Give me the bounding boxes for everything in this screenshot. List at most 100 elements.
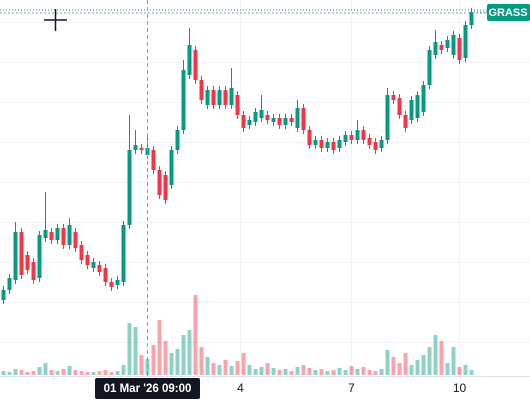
volume-bar: [19, 370, 24, 375]
candle-body: [145, 148, 150, 155]
candle-body: [337, 140, 342, 148]
candle-body: [37, 235, 42, 278]
plot: [1, 8, 487, 377]
volume-bar: [307, 368, 312, 375]
candle-body: [223, 90, 228, 105]
volume-bar: [397, 363, 402, 375]
candle-body: [67, 225, 72, 245]
candle-body: [1, 290, 6, 300]
volume-bar: [79, 371, 84, 375]
candle-body: [367, 138, 372, 145]
candle-body: [349, 135, 354, 140]
volume-bar: [115, 371, 120, 375]
candle-body: [301, 108, 306, 130]
candle-body: [289, 118, 294, 122]
volume-bar: [301, 365, 306, 375]
volume-bar: [391, 357, 396, 375]
candle-body: [121, 225, 126, 282]
candle-body: [199, 80, 204, 100]
volume-bar: [109, 372, 114, 375]
volume-bar: [439, 341, 444, 375]
candle-body: [127, 150, 132, 225]
volume-bar: [157, 320, 162, 375]
candle-body: [19, 232, 24, 275]
candle-body: [151, 150, 156, 170]
candle-body: [43, 230, 48, 238]
volume-bar: [469, 370, 474, 375]
cursor: [44, 9, 67, 31]
volume-bar: [127, 323, 132, 375]
candle-body: [241, 115, 246, 128]
volume-bar: [283, 369, 288, 375]
candle-body: [343, 135, 348, 142]
volume-bar: [427, 347, 432, 375]
volume-bar: [349, 366, 354, 375]
candle-body: [247, 120, 252, 125]
crosshair-time-label: 01 Mar '26 09:00: [104, 383, 192, 395]
volume-bar: [361, 367, 366, 375]
volume-bar: [205, 357, 210, 375]
volume-bar: [289, 371, 294, 375]
candle-body: [169, 150, 174, 185]
candle-body: [79, 245, 84, 260]
x-tick-label: 10: [453, 381, 467, 395]
candle-body: [163, 175, 168, 200]
volume-bar: [1, 371, 6, 375]
candle-body: [49, 232, 54, 240]
candle-body: [31, 262, 36, 280]
candle-body: [157, 170, 162, 195]
volume-bar: [85, 372, 90, 375]
volume-bar: [49, 370, 54, 375]
candle-body: [133, 145, 138, 150]
candle-body: [205, 90, 210, 105]
volume-bar: [403, 353, 408, 375]
volume-bar: [91, 372, 96, 375]
candle-body: [331, 142, 336, 150]
volume-bar: [199, 347, 204, 375]
candle-body: [55, 228, 60, 240]
volume-bar: [7, 372, 12, 375]
volume-bar: [253, 369, 258, 375]
volume-bar: [409, 365, 414, 375]
x-tick-label: 7: [348, 381, 355, 395]
volume-bar: [187, 330, 192, 375]
symbol-price-box: [487, 4, 530, 21]
volume-bar: [247, 365, 252, 375]
candle-body: [265, 115, 270, 120]
volume-bar: [373, 371, 378, 375]
volume-bar: [169, 353, 174, 375]
candle-body: [139, 148, 144, 150]
volume-bar: [241, 353, 246, 375]
volume-bar: [319, 369, 324, 375]
volume-bar: [421, 355, 426, 375]
candle-body: [409, 100, 414, 120]
candle-body: [193, 50, 198, 80]
volume-bar: [313, 370, 318, 375]
volume-bar: [97, 371, 102, 375]
candle-body: [457, 38, 462, 60]
candle-body: [259, 110, 264, 118]
volume-bar: [415, 360, 420, 375]
candle-body: [109, 282, 114, 287]
volume-bar: [445, 363, 450, 375]
volume-bar: [343, 370, 348, 375]
candle-body: [13, 232, 18, 280]
candle-body: [175, 130, 180, 150]
candle-body: [379, 140, 384, 148]
candle-body: [355, 130, 360, 140]
volume-bar: [433, 335, 438, 375]
candle-body: [277, 118, 282, 125]
volume-bar: [151, 345, 156, 375]
volume-bar: [295, 367, 300, 375]
candle-body: [427, 50, 432, 85]
candle-body: [235, 95, 240, 115]
candle-body: [85, 255, 90, 265]
candle-body: [433, 42, 438, 55]
volume-bar: [355, 369, 360, 375]
candle-body: [103, 268, 108, 282]
candle-body: [229, 88, 234, 105]
candle-body: [73, 232, 78, 248]
candle-body: [181, 70, 186, 130]
candle-body: [187, 45, 192, 75]
